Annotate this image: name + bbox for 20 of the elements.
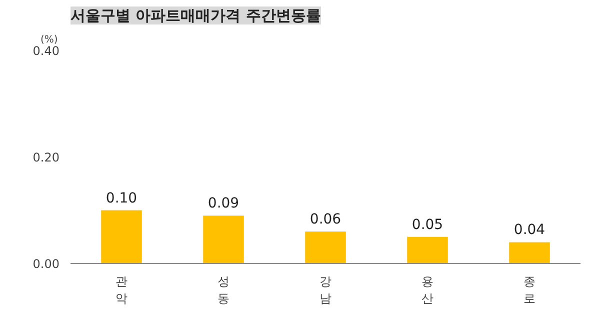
x-tick-label: 종로	[524, 274, 536, 306]
y-tick-label: 0.20	[32, 150, 60, 164]
data-label: 0.04	[514, 222, 546, 238]
x-tick-label: 강남	[320, 274, 332, 306]
data-label: 0.05	[412, 216, 444, 233]
data-label: 0.06	[310, 212, 342, 228]
data-label: 0.09	[208, 196, 240, 212]
y-axis-title: (%)	[40, 34, 58, 46]
y-tick-label: 0.00	[32, 257, 60, 271]
y-tick-label: 0.40	[32, 44, 60, 58]
x-tick-label: 성동	[218, 274, 230, 306]
bar	[407, 236, 448, 264]
x-tick-label: 용산	[422, 274, 434, 306]
x-tick-label: 관악	[116, 274, 128, 306]
bar	[509, 242, 550, 264]
bar	[305, 232, 346, 264]
bar	[203, 216, 244, 264]
chart-title: 서울구별 아파트매매가격 주간변동률	[70, 6, 321, 24]
data-label: 0.10	[106, 190, 138, 206]
bar	[101, 210, 142, 264]
